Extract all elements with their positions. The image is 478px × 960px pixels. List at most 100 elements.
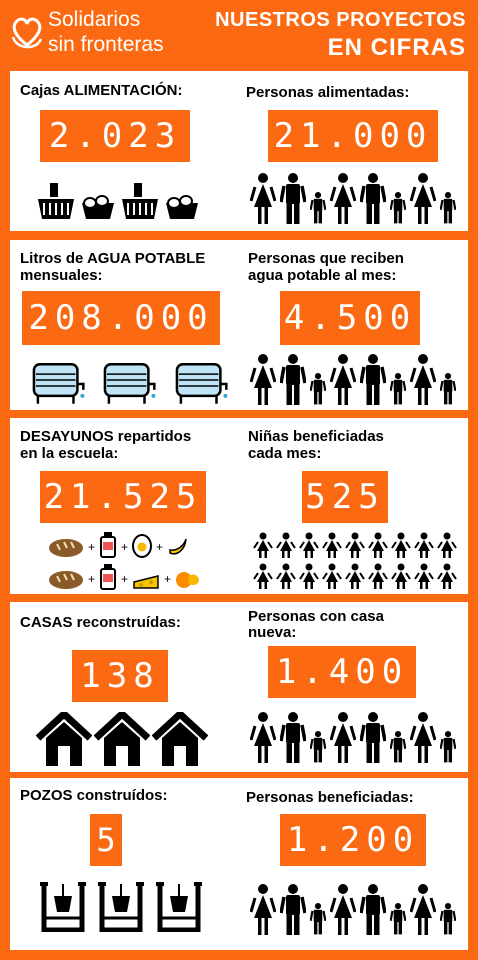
- stat-value: 21.525: [40, 471, 206, 523]
- man-icon: [280, 354, 306, 405]
- child-icon: [299, 532, 319, 558]
- section-right-label: Personas con casa: [248, 608, 384, 625]
- header: Solidarios sin fronteras NUESTROS PROYEC…: [0, 0, 478, 66]
- food-basket-icon: [122, 183, 158, 219]
- milk-bottle-icon: [100, 532, 117, 558]
- section-right-label-line2: cada mes:: [248, 445, 322, 462]
- woman-icon: [410, 173, 436, 224]
- stat-value: 5: [90, 814, 122, 866]
- child-icon: [368, 532, 388, 558]
- plus-icon: +: [121, 572, 129, 586]
- food-basket-icons: [36, 175, 206, 221]
- child-icon: [310, 192, 326, 224]
- section-right-label: Personas beneficiadas:: [246, 789, 414, 806]
- section-houses: CASAS reconstruídas: Personas con casa n…: [10, 602, 468, 772]
- stat-value: 2.023: [40, 110, 190, 162]
- child-icon: [390, 192, 406, 224]
- stat-value: 1.200: [280, 814, 426, 866]
- orange-icon: [176, 572, 200, 588]
- eggs-icon: [82, 195, 114, 219]
- child-icon: [322, 532, 342, 558]
- section-right-label: Personas alimentadas:: [246, 84, 410, 101]
- water-tank-icon: [175, 362, 228, 404]
- banana-icon: [169, 538, 187, 555]
- food-basket-icon: [38, 183, 74, 219]
- stat-value: 21.000: [268, 110, 438, 162]
- water-well-icon: [40, 882, 86, 932]
- man-icon: [280, 884, 306, 935]
- child-icon: [391, 563, 411, 589]
- woman-icon: [250, 884, 276, 935]
- family-icons: [250, 169, 460, 225]
- man-icon: [280, 173, 306, 224]
- man-icon: [360, 712, 386, 763]
- family-icons: [250, 880, 460, 936]
- stat-value: 208.000: [22, 291, 220, 345]
- logo-text-line1: Solidarios: [48, 8, 141, 31]
- child-icon: [390, 373, 406, 405]
- section-left-label: Cajas ALIMENTACIÓN:: [20, 82, 183, 99]
- section-right-label: Niñas beneficiadas: [248, 428, 384, 445]
- child-icon: [414, 563, 434, 589]
- house-icons: [36, 710, 216, 766]
- logo-text-line2: sin fronteras: [48, 33, 164, 56]
- child-icon: [276, 532, 296, 558]
- milk-bottle-icon: [100, 564, 117, 590]
- section-breakfast: DESAYUNOS repartidos en la escuela: Niña…: [10, 418, 468, 594]
- child-icon: [310, 373, 326, 405]
- page-title-line2: EN CIFRAS: [327, 34, 466, 61]
- family-icons: [250, 350, 460, 406]
- child-icon: [345, 532, 365, 558]
- water-well-icons: [38, 876, 208, 932]
- woman-icon: [250, 354, 276, 405]
- section-left-label: CASAS reconstruídas:: [20, 614, 181, 631]
- house-icon: [94, 712, 150, 766]
- woman-icon: [330, 354, 356, 405]
- heart-logo-icon: [11, 17, 43, 49]
- child-icon: [299, 563, 319, 589]
- child-icon: [368, 563, 388, 589]
- section-food: Cajas ALIMENTACIÓN: Personas alimentadas…: [10, 71, 468, 231]
- eggs-icon: [166, 195, 198, 219]
- man-icon: [360, 354, 386, 405]
- woman-icon: [410, 354, 436, 405]
- water-tank-icons: [28, 358, 228, 406]
- cheese-icon: [133, 575, 159, 589]
- man-icon: [360, 173, 386, 224]
- child-icon: [253, 563, 273, 589]
- water-tank-icon: [32, 362, 85, 404]
- child-icon: [440, 373, 456, 405]
- water-well-icon: [156, 882, 202, 932]
- child-icon: [440, 192, 456, 224]
- page-title-line1: NUESTROS PROYECTOS: [215, 9, 466, 31]
- child-icon: [390, 731, 406, 763]
- bread-icon: [49, 571, 83, 589]
- section-right-label: Personas que reciben: [248, 250, 404, 267]
- plus-icon: +: [121, 540, 129, 554]
- child-icon: [253, 532, 273, 558]
- woman-icon: [250, 712, 276, 763]
- water-well-icon: [98, 882, 144, 932]
- child-icon: [414, 532, 434, 558]
- section-left-label-line2: en la escuela:: [20, 445, 119, 462]
- bread-icon: [49, 539, 83, 557]
- section-wells: POZOS construídos: Personas beneficiadas…: [10, 778, 468, 950]
- plus-icon: +: [88, 572, 96, 586]
- stat-value: 525: [302, 471, 388, 523]
- child-icon: [390, 903, 406, 935]
- plus-icon: +: [164, 572, 172, 586]
- child-icon: [437, 563, 457, 589]
- child-icon: [440, 731, 456, 763]
- stat-value: 1.400: [268, 646, 416, 698]
- child-icon: [322, 563, 342, 589]
- water-tank-icon: [104, 362, 156, 404]
- woman-icon: [410, 884, 436, 935]
- house-icon: [36, 712, 92, 766]
- plus-icon: +: [88, 540, 96, 554]
- section-right-label-line2: agua potable al mes:: [248, 267, 397, 284]
- section-left-label: DESAYUNOS repartidos: [20, 428, 192, 445]
- child-icon: [345, 563, 365, 589]
- section-left-label: Litros de AGUA POTABLE: [20, 250, 206, 267]
- child-icon: [276, 563, 296, 589]
- woman-icon: [250, 173, 276, 224]
